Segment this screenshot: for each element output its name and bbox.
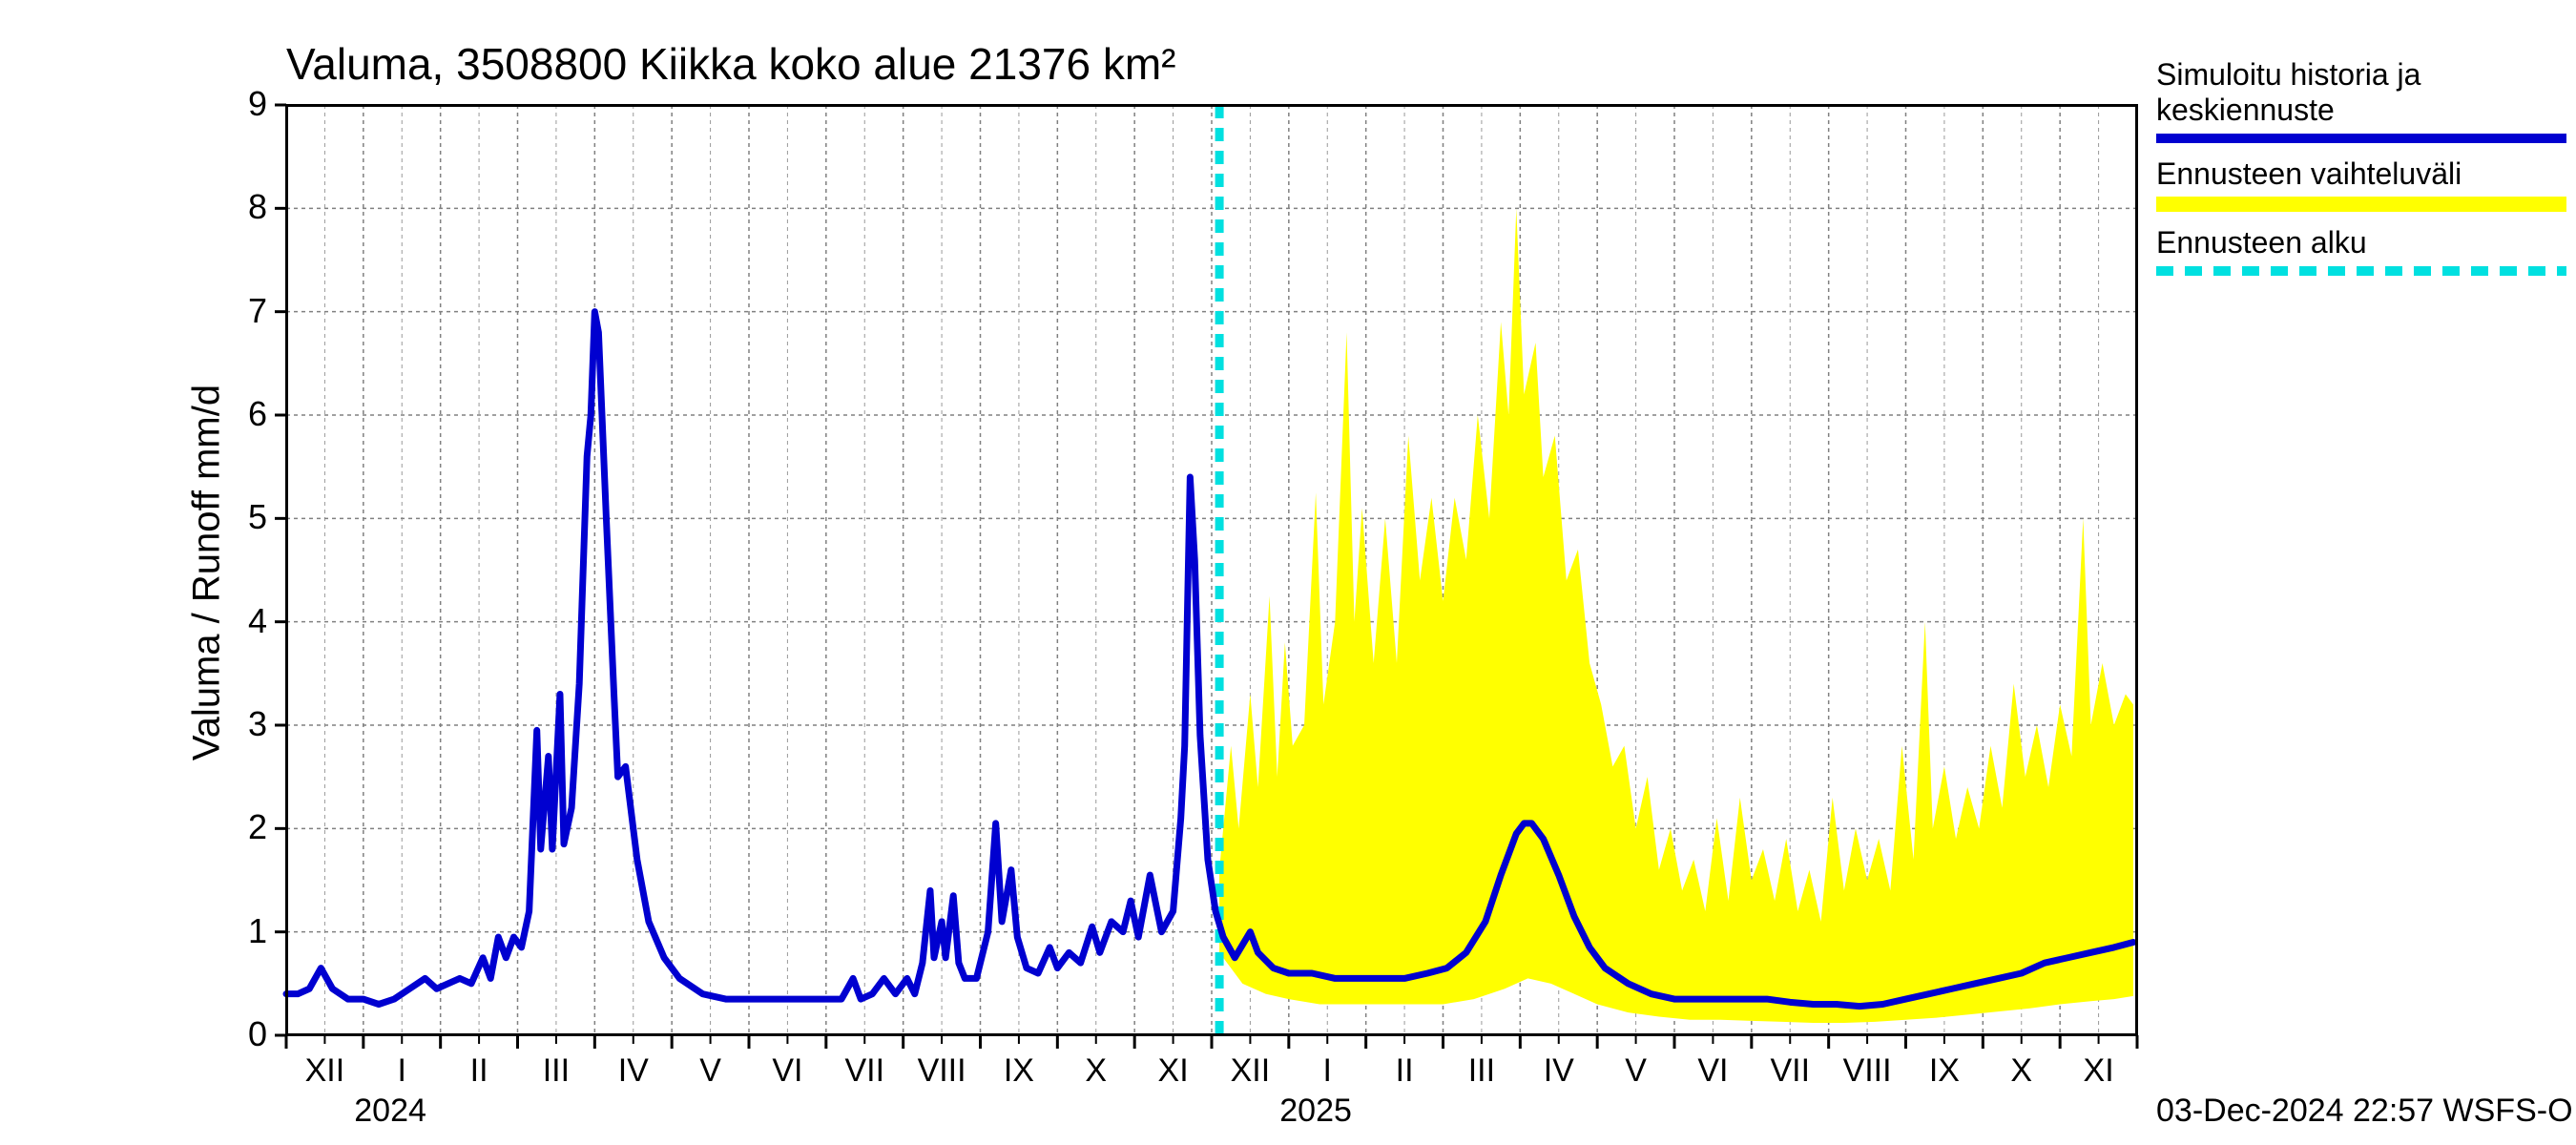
x-tick: X bbox=[1058, 1052, 1134, 1090]
x-tick: X bbox=[1984, 1052, 2060, 1090]
x-tick: XI bbox=[2061, 1052, 2137, 1090]
y-tick: 5 bbox=[210, 497, 267, 537]
timestamp: 03-Dec-2024 22:57 WSFS-O bbox=[2156, 1093, 2573, 1130]
runoff-chart: Valuma / Runoff mm/d Valuma, 3508800 Kii… bbox=[0, 0, 2576, 1145]
y-tick: 2 bbox=[210, 807, 267, 847]
legend-item: Simuloitu historia ja keskiennuste bbox=[2156, 57, 2566, 143]
y-tick: 0 bbox=[210, 1014, 267, 1054]
x-tick: IX bbox=[981, 1052, 1057, 1090]
legend-swatch bbox=[2156, 266, 2566, 276]
x-tick: IV bbox=[595, 1052, 672, 1090]
y-tick: 9 bbox=[210, 84, 267, 124]
x-tick: XI bbox=[1135, 1052, 1212, 1090]
legend-item: Ennusteen vaihteluväli bbox=[2156, 156, 2566, 213]
legend-label: Ennusteen vaihteluväli bbox=[2156, 156, 2566, 192]
x-tick: I bbox=[1289, 1052, 1365, 1090]
y-tick: 1 bbox=[210, 911, 267, 951]
legend-label: Ennusteen alku bbox=[2156, 225, 2566, 260]
chart-title: Valuma, 3508800 Kiikka koko alue 21376 k… bbox=[286, 38, 1176, 90]
x-tick: II bbox=[1366, 1052, 1443, 1090]
legend-swatch bbox=[2156, 134, 2566, 143]
y-tick: 4 bbox=[210, 601, 267, 641]
y-tick: 6 bbox=[210, 394, 267, 434]
x-tick: V bbox=[673, 1052, 749, 1090]
x-tick: II bbox=[441, 1052, 517, 1090]
x-tick: VI bbox=[749, 1052, 825, 1090]
y-tick: 8 bbox=[210, 187, 267, 227]
x-tick: I bbox=[364, 1052, 440, 1090]
x-tick: VIII bbox=[904, 1052, 980, 1090]
x-tick: VI bbox=[1674, 1052, 1751, 1090]
year-label: 2025 bbox=[1279, 1093, 1352, 1130]
x-tick: III bbox=[518, 1052, 594, 1090]
x-tick: VII bbox=[826, 1052, 903, 1090]
legend-label: Simuloitu historia ja keskiennuste bbox=[2156, 57, 2566, 128]
y-tick: 7 bbox=[210, 291, 267, 331]
x-tick: XII bbox=[1212, 1052, 1288, 1090]
year-label: 2024 bbox=[354, 1093, 426, 1130]
x-tick: IV bbox=[1521, 1052, 1597, 1090]
plot-area bbox=[286, 105, 2137, 1035]
x-tick: V bbox=[1598, 1052, 1674, 1090]
legend-swatch bbox=[2156, 197, 2566, 212]
x-tick: III bbox=[1444, 1052, 1520, 1090]
legend: Simuloitu historia ja keskiennuste Ennust… bbox=[2156, 57, 2566, 289]
x-tick: IX bbox=[1906, 1052, 1983, 1090]
legend-item: Ennusteen alku bbox=[2156, 225, 2566, 276]
x-tick: XII bbox=[286, 1052, 363, 1090]
x-tick: VII bbox=[1752, 1052, 1828, 1090]
x-tick: VIII bbox=[1829, 1052, 1905, 1090]
y-tick: 3 bbox=[210, 704, 267, 744]
